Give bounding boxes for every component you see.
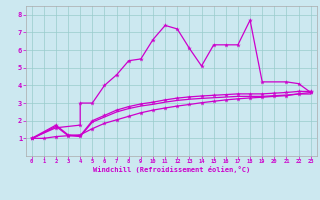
X-axis label: Windchill (Refroidissement éolien,°C): Windchill (Refroidissement éolien,°C) <box>92 166 250 173</box>
